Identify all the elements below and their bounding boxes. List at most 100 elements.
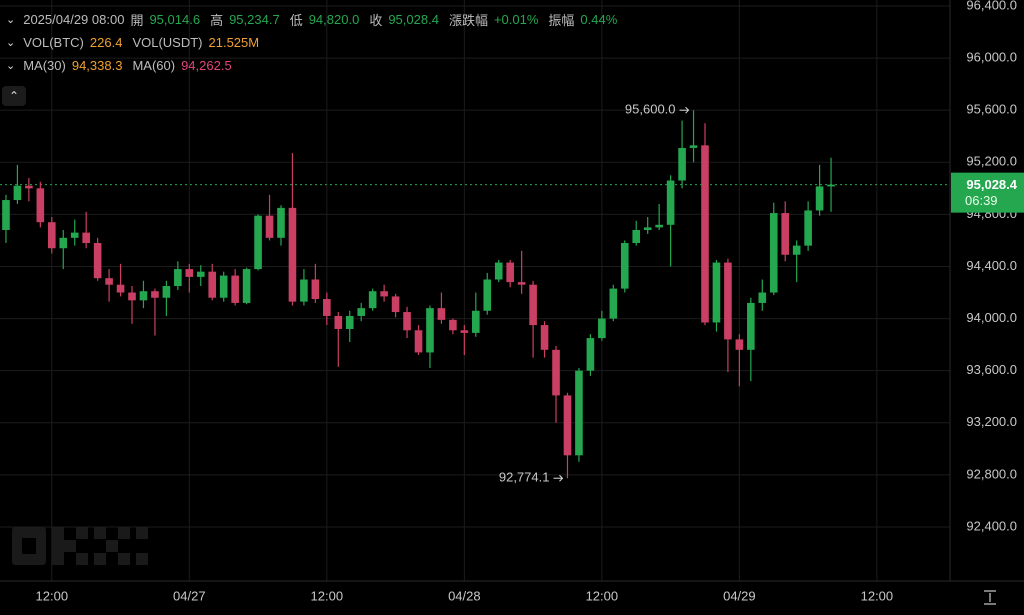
candle-body xyxy=(804,210,812,246)
candle-body xyxy=(414,330,423,353)
x-tick-label: 12:00 xyxy=(36,588,69,603)
y-tick-label: 93,200.0 xyxy=(966,414,1017,429)
x-tick-label: 04/27 xyxy=(173,588,206,603)
field-label: MA(30) xyxy=(23,58,66,73)
field-value: 94,820.0 xyxy=(308,12,360,27)
field-value: 95,014.6 xyxy=(149,12,201,27)
candle-body xyxy=(162,286,171,298)
candle-body xyxy=(563,395,572,456)
candle-body xyxy=(219,275,228,298)
candle-body xyxy=(174,269,182,287)
grid xyxy=(0,0,950,581)
candle-body xyxy=(13,185,22,201)
candle-body xyxy=(460,330,469,333)
candle-body xyxy=(643,227,652,231)
candle-body xyxy=(792,245,801,255)
candle-body xyxy=(540,325,549,350)
field-value: 95,028.4 xyxy=(388,12,439,27)
y-tick-label: 96,400.0 xyxy=(966,0,1017,12)
candle-body xyxy=(678,147,686,181)
candle-body xyxy=(334,315,343,329)
x-tick-label: 12:00 xyxy=(861,588,894,603)
candle-body xyxy=(598,318,606,339)
candle-body xyxy=(426,308,434,353)
candle-body xyxy=(2,200,10,231)
candle-body xyxy=(288,207,297,302)
candle-body xyxy=(769,213,778,293)
candle-body xyxy=(185,269,194,277)
watermark xyxy=(12,527,148,565)
field-label: 漲跌幅 xyxy=(448,13,488,28)
field-value: +0.01% xyxy=(493,12,539,27)
field-label: VOL(BTC) xyxy=(23,35,84,50)
candle-body xyxy=(735,339,744,350)
candle-body xyxy=(472,310,480,333)
y-tick-label: 95,200.0 xyxy=(966,154,1017,169)
field-label: VOL(USDT) xyxy=(132,35,203,50)
candle-body xyxy=(747,302,755,350)
candle-body xyxy=(254,215,262,270)
candle-body xyxy=(36,188,45,223)
x-tick-label: 12:00 xyxy=(586,588,619,603)
countdown: 06:39 xyxy=(965,193,998,208)
candle-body xyxy=(827,184,835,187)
candle-body xyxy=(781,213,790,255)
candle-body xyxy=(231,275,239,303)
candle-body xyxy=(483,279,492,311)
x-tick-label: 12:00 xyxy=(311,588,344,603)
candle-body xyxy=(93,243,102,279)
candle-body xyxy=(506,262,514,283)
candle-body xyxy=(277,207,285,238)
field-label: MA(60) xyxy=(132,58,176,73)
y-tick-label: 96,000.0 xyxy=(966,50,1017,65)
axis-icon[interactable] xyxy=(984,590,996,605)
candle-body xyxy=(701,145,709,323)
y-tick-label: 92,800.0 xyxy=(966,466,1017,481)
candle-body xyxy=(300,279,308,302)
candle-body xyxy=(632,230,641,244)
candle-body xyxy=(323,299,331,316)
extreme-arrow xyxy=(685,106,690,114)
collapse-button[interactable]: ⌃ xyxy=(2,86,26,106)
candle-body xyxy=(82,232,90,244)
candle-body xyxy=(105,278,113,285)
extreme-label: 92,774.1 xyxy=(499,470,550,485)
field-label: 振幅 xyxy=(548,13,575,28)
candle-body xyxy=(196,271,205,277)
volume-row: ⌄ VOL(BTC) 226.4 VOL(USDT) 21.525M xyxy=(6,35,260,50)
extreme-arrow xyxy=(559,474,564,482)
candle-body xyxy=(403,312,411,331)
candle-body xyxy=(724,262,732,340)
datetime: 2025/04/29 08:00 xyxy=(23,12,125,27)
field-label: 收 xyxy=(369,13,383,28)
candle-body xyxy=(242,269,251,303)
field-label: 低 xyxy=(289,13,303,28)
candle-body xyxy=(586,338,595,371)
extreme-label: 95,600.0 xyxy=(625,102,676,117)
candle-body xyxy=(311,279,320,300)
candle-body xyxy=(59,237,68,249)
field-value: 21.525M xyxy=(208,35,260,50)
candle-body xyxy=(47,222,56,249)
y-tick-label: 94,000.0 xyxy=(966,310,1017,325)
candle-body xyxy=(265,215,274,238)
last-price-label: 95,028.4 xyxy=(966,177,1017,192)
x-tick-label: 04/28 xyxy=(448,588,481,603)
candle-body xyxy=(575,370,583,456)
x-tick-label: 04/29 xyxy=(723,588,756,603)
candle-body xyxy=(815,186,824,211)
candle-body xyxy=(391,296,400,313)
field-value: 94,262.5 xyxy=(181,58,232,73)
field-value: 226.4 xyxy=(89,35,123,50)
candle-body xyxy=(689,145,698,148)
candle-body xyxy=(128,292,136,301)
candle-body xyxy=(345,315,354,329)
candle-body xyxy=(609,288,618,319)
y-tick-label: 93,600.0 xyxy=(966,362,1017,377)
candle-body xyxy=(655,224,663,228)
candle-body xyxy=(70,232,79,238)
y-tick-label: 92,400.0 xyxy=(966,518,1017,533)
field-label: 高 xyxy=(210,13,224,28)
